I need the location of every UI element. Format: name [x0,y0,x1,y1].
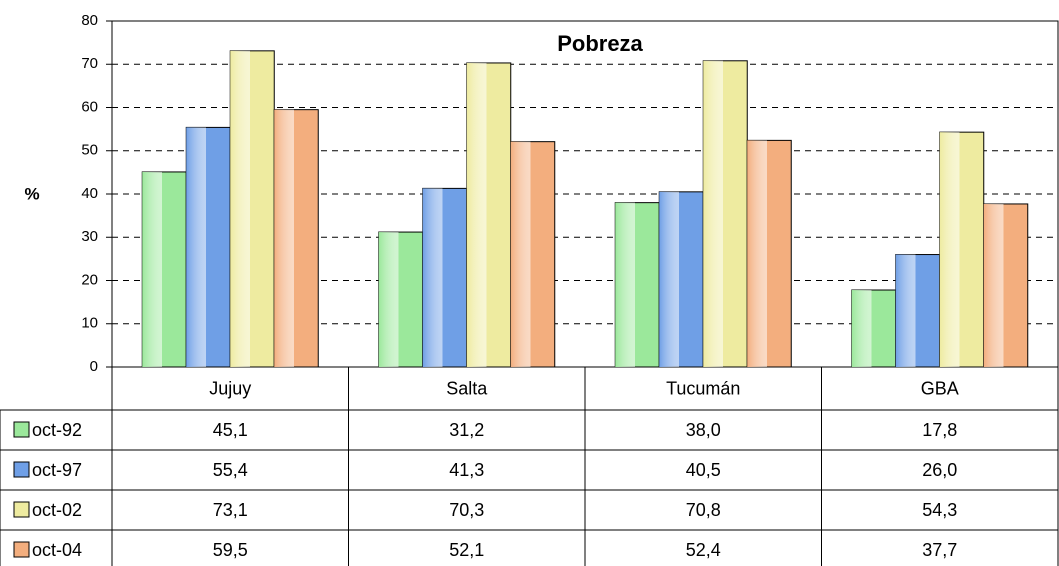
category-label: GBA [921,378,959,398]
bar-shade [615,202,660,367]
y-tick-label: 20 [81,271,98,288]
bar-shade [186,127,231,368]
bar-shade [422,188,467,367]
bar-shade [659,191,704,367]
bar-shade [274,109,319,367]
bar-shade [939,132,984,367]
y-tick-label: 30 [81,228,98,245]
bar-shade [510,141,555,367]
table-value: 37,7 [922,540,957,560]
bar-shade [895,254,940,367]
table-value: 55,4 [213,460,248,480]
table-value: 52,1 [449,540,484,560]
y-tick-label: 50 [81,142,98,159]
category-label: Jujuy [209,378,251,398]
table-value: 70,3 [449,500,484,520]
table-value: 40,5 [686,460,721,480]
table-value: 54,3 [922,500,957,520]
bar-shade [703,60,748,367]
legend-swatch [13,461,30,478]
legend-label: oct-02 [32,500,82,520]
table-value: 31,2 [449,420,484,440]
legend-swatch [13,421,30,438]
legend-label: oct-92 [32,420,82,440]
bar-shade [466,62,511,367]
table-value: 45,1 [213,420,248,440]
legend-label: oct-04 [32,540,82,560]
y-tick-label: 80 [81,12,98,29]
table-value: 26,0 [922,460,957,480]
table-value: 41,3 [449,460,484,480]
y-tick-label: 40 [81,185,98,202]
y-tick-label: 60 [81,98,98,115]
y-axis-label: % [24,184,39,203]
bar-shade [747,140,792,367]
table-value: 17,8 [922,420,957,440]
y-tick-label: 70 [81,55,98,72]
chart-title: Pobreza [557,31,643,56]
bar-shade [983,203,1028,367]
y-tick-label: 0 [90,358,98,375]
legend-label: oct-97 [32,460,82,480]
bar-shade [851,290,896,367]
table-value: 52,4 [686,540,721,560]
table-value: 38,0 [686,420,721,440]
table-value: 73,1 [213,500,248,520]
y-tick-label: 10 [81,315,98,332]
bar-shade [378,232,423,367]
category-label: Tucumán [666,378,740,398]
table-value: 59,5 [213,540,248,560]
bar-shade [142,171,187,367]
table-value: 70,8 [686,500,721,520]
legend-swatch [13,501,30,518]
category-label: Salta [446,378,488,398]
bar-shade [230,50,275,367]
legend-swatch [13,541,30,558]
